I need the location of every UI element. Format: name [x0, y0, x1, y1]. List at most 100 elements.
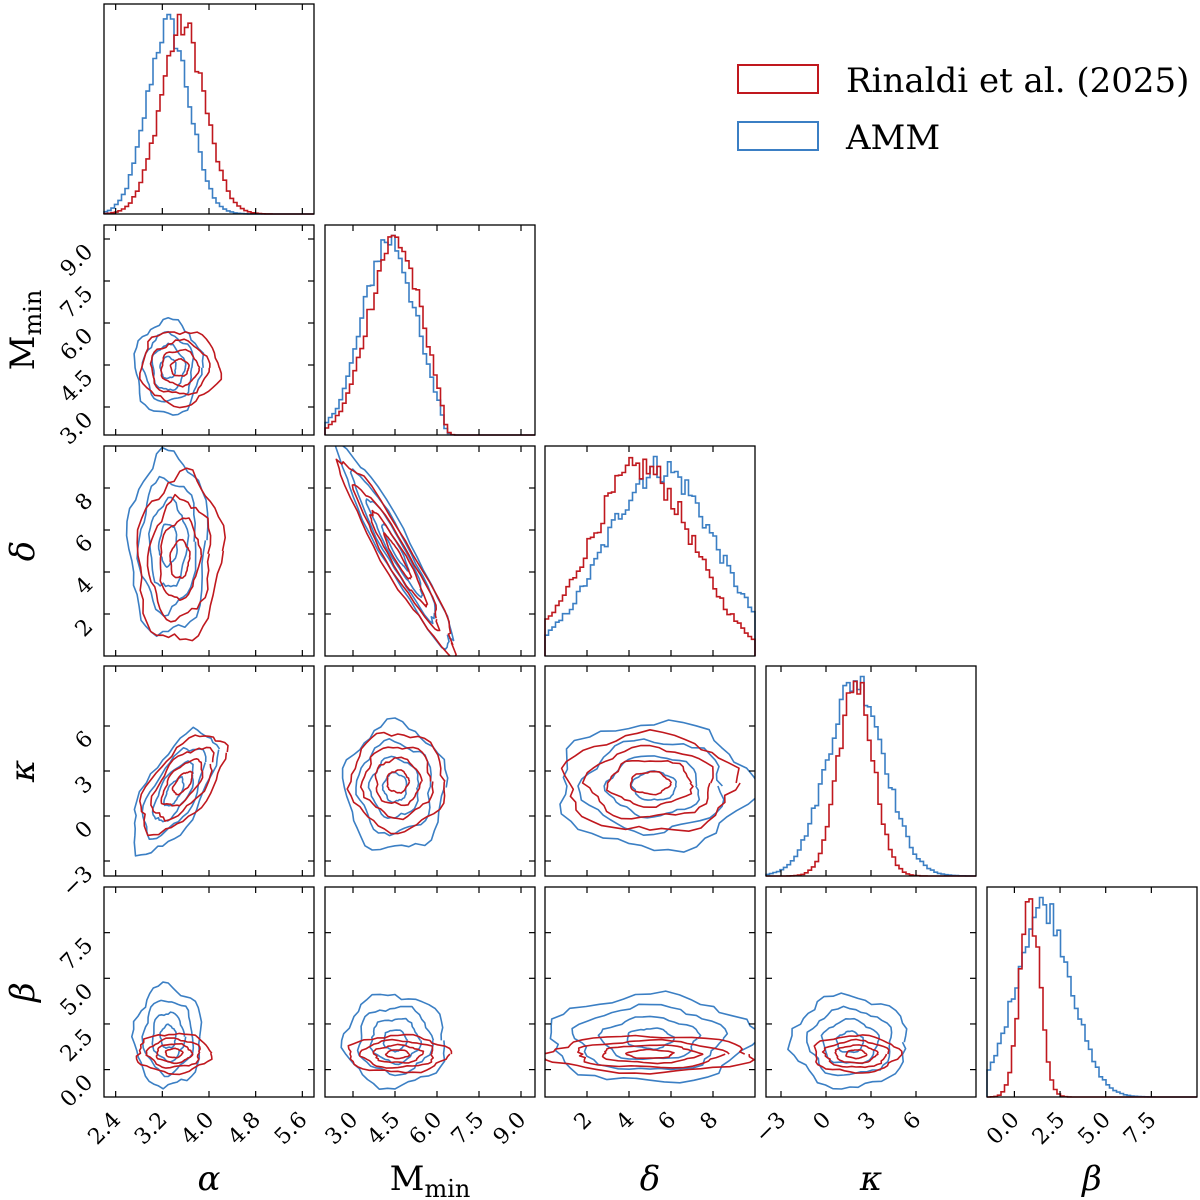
contour-beta-delta-rinaldi-2: [577, 1038, 730, 1069]
contour-beta-alpha-amm-0: [159, 1023, 177, 1049]
x-tick-label-beta: 0.0: [982, 1108, 1024, 1150]
legend-swatch-amm: [737, 121, 819, 151]
y-tick-label-kappa: −3: [58, 862, 99, 903]
contour-beta-mmin-amm-3: [340, 993, 446, 1090]
x-tick-label-alpha: 3.2: [130, 1108, 172, 1150]
contour-kappa-delta-rinaldi-2: [581, 744, 714, 820]
contour-beta-mmin-rinaldi-1: [372, 1043, 425, 1064]
x-tick-label-delta: 4: [612, 1108, 640, 1136]
histogram-delta-rinaldi: [544, 456, 756, 656]
contour-beta-kappa-amm-3: [787, 992, 908, 1090]
contour-beta-kappa-amm-0: [835, 1030, 865, 1054]
histogram-mmin-rinaldi: [324, 234, 535, 436]
contour-kappa-mmin-rinaldi-0: [386, 769, 411, 794]
panel-mmin-vs-alpha: [103, 224, 315, 436]
x-axis-label-mmin: Mmin: [390, 1159, 471, 1200]
x-axis-delta: 2 4 6 8 δ: [570, 446, 724, 1199]
contour-kappa-mmin-amm-1: [367, 755, 420, 820]
x-axis-label-alpha: α: [198, 1159, 221, 1199]
contour-kappa-delta-rinaldi-0: [629, 770, 673, 796]
contour-beta-delta-amm-1: [597, 1015, 702, 1060]
legend-label-amm: AMM: [845, 118, 940, 158]
x-tick-label-beta: 7.5: [1119, 1108, 1161, 1150]
x-axis-label-sub-mmin: min: [424, 1175, 470, 1200]
y-axis-label-delta: δ: [3, 541, 43, 561]
contour-delta-mmin-amm-1: [365, 498, 424, 599]
y-axis-label-mmin: Mmin: [3, 290, 47, 371]
contour-delta-mmin-amm-0: [380, 522, 410, 572]
x-tick-label-kappa: −3: [751, 1108, 792, 1149]
contour-delta-mmin-rinaldi-2: [351, 483, 441, 632]
y-tick-label-beta: 0.0: [56, 1070, 98, 1112]
x-tick-label-mmin: 9.0: [489, 1108, 531, 1150]
panel-frame-beta-alpha: [103, 886, 315, 1098]
y-axis-label-beta: β: [3, 982, 43, 1004]
contour-delta-alpha-rinaldi-1: [159, 517, 203, 602]
panel-beta-vs-mmin: [324, 886, 536, 1098]
contour-beta-delta-amm-2: [571, 1003, 729, 1071]
y-tick-label-mmin: 3.0: [56, 408, 98, 450]
contour-delta-alpha-rinaldi-2: [146, 493, 212, 623]
panel-kappa-vs-mmin: [324, 665, 536, 877]
x-axis-label-beta: β: [1080, 1159, 1102, 1199]
panel-frame-delta-delta: [544, 445, 756, 657]
x-tick-label-mmin: 7.5: [447, 1108, 489, 1150]
contour-beta-alpha-rinaldi-3: [135, 1032, 213, 1076]
contour-beta-delta-amm-0: [626, 1027, 676, 1051]
y-tick-label-beta: 5.0: [56, 979, 98, 1021]
y-axis-label-sub-mmin: min: [19, 290, 47, 336]
panel-frame-mmin-alpha: [103, 224, 315, 436]
x-tick-label-kappa: 6: [899, 1108, 927, 1136]
contour-beta-mmin-rinaldi-3: [347, 1033, 453, 1074]
contour-beta-delta-rinaldi-3: [545, 1034, 755, 1075]
y-tick-label-delta: 6: [71, 531, 99, 559]
contour-beta-mmin-rinaldi-0: [384, 1049, 411, 1060]
panel-frame-beta-delta: [544, 886, 756, 1098]
contour-mmin-alpha-rinaldi-1: [160, 348, 201, 388]
contour-beta-kappa-rinaldi-3: [813, 1034, 903, 1074]
marginal-alpha: [103, 3, 315, 215]
contour-beta-alpha-rinaldi-0: [164, 1047, 184, 1059]
contour-kappa-mmin-rinaldi-1: [374, 756, 423, 807]
panel-frame-kappa-alpha: [103, 665, 315, 877]
contour-beta-kappa-amm-2: [805, 1005, 893, 1077]
contour-kappa-mmin-rinaldi-3: [346, 731, 446, 835]
contour-delta-mmin-rinaldi-0: [383, 532, 413, 580]
contour-beta-alpha-amm-3: [131, 981, 203, 1090]
contour-delta-mmin-amm-2: [349, 468, 437, 625]
contour-kappa-mmin-amm-0: [381, 771, 408, 804]
legend: Rinaldi et al. (2025) AMM: [737, 61, 1189, 158]
contour-mmin-alpha-amm-1: [151, 342, 187, 392]
contour-mmin-alpha-rinaldi-0: [169, 357, 190, 377]
y-tick-label-mmin: 9.0: [56, 240, 98, 282]
x-tick-label-mmin: 3.0: [321, 1108, 363, 1150]
contour-kappa-alpha-rinaldi-2: [150, 746, 215, 822]
contour-delta-alpha-amm-1: [148, 496, 190, 588]
panel-frame-mmin-mmin: [324, 224, 536, 436]
y-tick-label-kappa: 0: [71, 817, 99, 845]
y-axis-delta: 2 4 6 8 δ: [3, 487, 535, 642]
x-tick-label-alpha: 2.4: [84, 1108, 126, 1150]
panel-beta-vs-kappa: [765, 886, 977, 1098]
contour-beta-kappa-rinaldi-2: [821, 1038, 890, 1069]
y-tick-label-mmin: 6.0: [56, 324, 98, 366]
contour-kappa-alpha-rinaldi-1: [160, 757, 204, 807]
contour-kappa-alpha-rinaldi-0: [171, 770, 194, 796]
contour-beta-delta-amm-3: [549, 990, 755, 1084]
contour-beta-kappa-rinaldi-1: [834, 1044, 879, 1064]
contour-mmin-alpha-rinaldi-3: [139, 331, 223, 409]
x-tick-label-kappa: 3: [854, 1108, 882, 1136]
marginal-kappa: [765, 665, 977, 877]
contour-kappa-delta-rinaldi-1: [605, 759, 694, 809]
histogram-beta-rinaldi: [987, 898, 1197, 1098]
x-tick-label-beta: 5.0: [1074, 1108, 1116, 1150]
x-axis-kappa: −3 0 3 6κ: [751, 666, 927, 1199]
contour-mmin-alpha-amm-3: [133, 316, 205, 416]
contour-beta-delta-rinaldi-0: [625, 1048, 675, 1059]
contour-beta-alpha-rinaldi-1: [155, 1042, 194, 1065]
histogram-mmin-amm: [324, 234, 535, 436]
y-tick-label-delta: 4: [71, 573, 99, 601]
y-tick-label-beta: 7.5: [56, 933, 98, 975]
x-tick-label-delta: 8: [696, 1108, 724, 1136]
x-axis-label-delta: δ: [640, 1159, 660, 1199]
